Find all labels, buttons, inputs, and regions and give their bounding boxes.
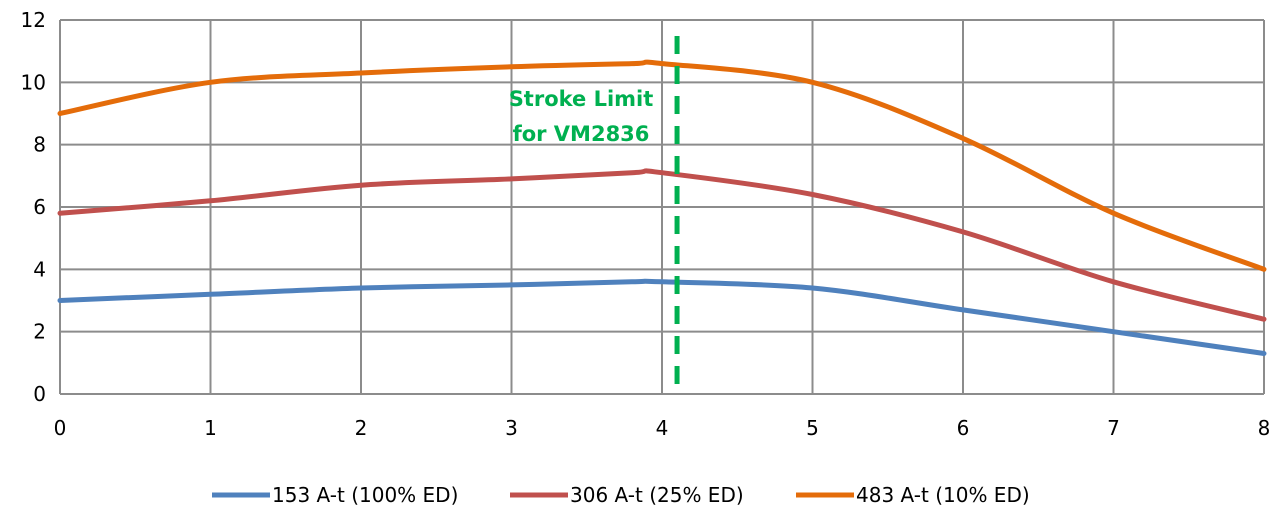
stroke-limit-label-line-2: for VM2836 <box>513 122 650 146</box>
legend: 153 A-t (100% ED) 306 A-t (25% ED) 483 A-t… <box>212 483 1030 507</box>
legend-label-2: 306 A-t (25% ED) <box>570 483 744 507</box>
y-tick-label: 0 <box>33 382 46 406</box>
x-axis-ticks: 0 1 2 3 4 5 6 7 8 <box>54 416 1271 440</box>
y-tick-label: 12 <box>21 8 46 32</box>
stroke-limit-annotation: Stroke Limit for VM2836 <box>509 36 680 394</box>
x-tick-label: 2 <box>355 416 368 440</box>
series-line-3 <box>57 59 1267 272</box>
x-tick-label: 1 <box>204 416 217 440</box>
x-tick-label: 7 <box>1107 416 1120 440</box>
series-line-1 <box>57 278 1267 356</box>
y-axis-ticks: 0 2 4 6 8 10 12 <box>21 8 46 406</box>
stroke-limit-label-line-1: Stroke Limit <box>509 87 654 111</box>
gridlines <box>59 19 1265 395</box>
y-tick-label: 2 <box>33 320 46 344</box>
x-tick-label: 4 <box>656 416 669 440</box>
y-tick-label: 6 <box>33 195 46 219</box>
series-line-2 <box>57 168 1267 322</box>
y-tick-label: 8 <box>33 133 46 157</box>
x-tick-label: 6 <box>957 416 970 440</box>
series-lines <box>57 59 1267 356</box>
y-tick-label: 4 <box>33 257 46 281</box>
x-tick-label: 3 <box>505 416 518 440</box>
x-tick-label: 5 <box>806 416 819 440</box>
x-tick-label: 0 <box>54 416 67 440</box>
legend-label-3: 483 A-t (10% ED) <box>856 483 1030 507</box>
legend-label-1: 153 A-t (100% ED) <box>272 483 458 507</box>
x-tick-label: 8 <box>1258 416 1271 440</box>
y-tick-label: 10 <box>21 70 46 94</box>
